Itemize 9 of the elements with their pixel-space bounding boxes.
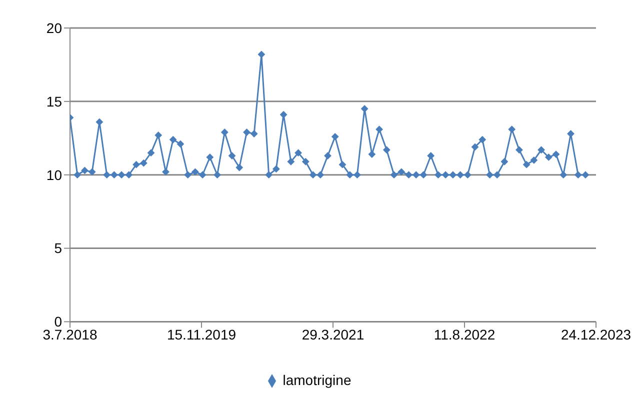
y-tick-label: 5: [54, 240, 62, 256]
y-tick-label: 15: [46, 93, 62, 110]
x-tick-label: 24.12.2023: [560, 326, 632, 343]
legend-label: lamotrigine: [282, 372, 352, 388]
y-tick-label: 10: [46, 166, 62, 183]
x-tick-label: 15.11.2019: [166, 326, 236, 343]
y-tick-label: 20: [46, 20, 62, 36]
x-tick-label: 11.8.2022: [434, 326, 496, 343]
x-tick-label: 29.3.2021: [302, 326, 364, 343]
